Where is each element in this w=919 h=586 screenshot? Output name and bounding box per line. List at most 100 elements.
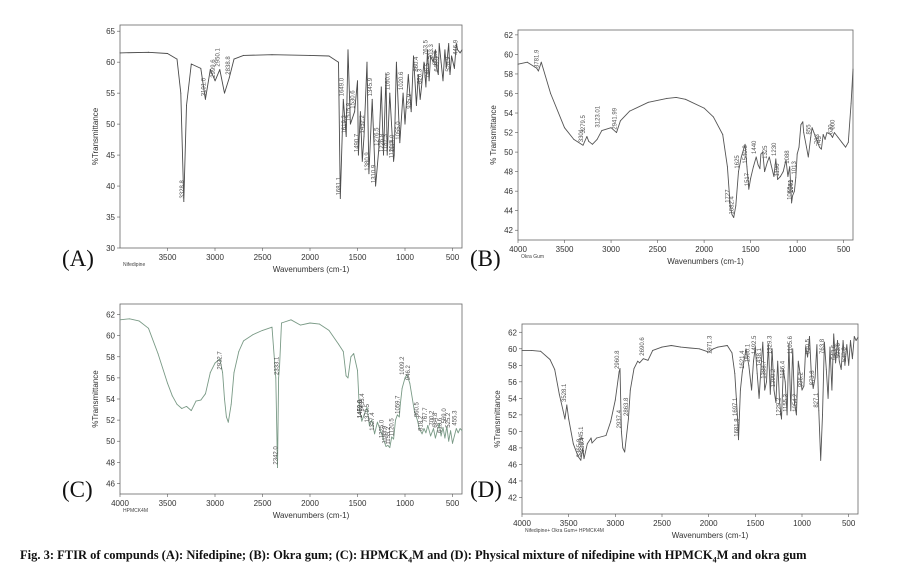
spectrum-point (459, 52, 461, 54)
spectrum-point (227, 421, 229, 423)
peak-label: 935.9 (407, 93, 413, 109)
spectrum-point (347, 49, 349, 51)
spectrum-point (591, 442, 593, 444)
spectrum-point (680, 346, 682, 348)
spectrum-point (350, 356, 352, 358)
y-tick-label: 52 (504, 129, 513, 138)
spectrum-point (812, 387, 814, 389)
spectrum-point (582, 144, 584, 146)
spectrum-point (338, 61, 339, 63)
spectrum-point (436, 67, 438, 69)
peak-label: 1560.1 (746, 343, 752, 362)
y-tick-label: 45 (106, 151, 115, 160)
spectrum-point (619, 120, 621, 122)
peak-label: 1225.0 (380, 419, 386, 438)
spectrum-point (814, 377, 816, 379)
peak-label: 2333.1 (274, 356, 280, 375)
peak-label: 2690.6 (640, 337, 646, 356)
x-tick-label: 3000 (602, 245, 620, 254)
spectrum-point (230, 403, 232, 405)
spectrum-point (788, 343, 790, 345)
panel-letter: (D) (470, 477, 502, 502)
spectrum-point (183, 201, 185, 202)
spectrum-point (209, 372, 211, 374)
peak-label: 3345.1 (579, 426, 585, 445)
peak-label: 2937.4 (617, 409, 623, 428)
spectrum-point (726, 166, 728, 168)
spectrum-point (451, 55, 452, 57)
spectrum-point (366, 406, 368, 408)
y-tick-label: 52 (508, 411, 517, 420)
spectrum-point (620, 430, 622, 432)
spectrum-point (792, 348, 794, 350)
spectrum-point (689, 347, 691, 349)
spectrum-point (762, 151, 764, 153)
spectrum-point (800, 124, 802, 126)
peak-label: 746.5 (425, 62, 431, 78)
peak-label: 1196 (775, 163, 781, 177)
y-tick-label: 50 (508, 427, 517, 436)
peak-label: 826.3 (418, 68, 424, 84)
peak-label: 1187.3 (383, 134, 389, 153)
y-tick-label: 50 (504, 148, 513, 157)
spectrum-point (410, 111, 412, 113)
x-tick-label: 3500 (556, 245, 574, 254)
peak-label: 530.6 (842, 347, 848, 363)
peak-label: 1681.1 (336, 176, 342, 195)
spectrum-point (363, 136, 365, 137)
spectrum-point (452, 442, 453, 444)
spectrum-point (759, 168, 761, 170)
spectrum-point (764, 171, 766, 173)
peak-label: 1230 (772, 142, 778, 156)
peak-label: 569.0 (442, 408, 448, 424)
peak-label: 1681.8 (734, 418, 740, 437)
spectrum-point (448, 440, 450, 442)
peak-label: 1013 (792, 161, 798, 175)
peak-label: 946.2 (406, 365, 412, 381)
x-tick-label: 1500 (349, 253, 367, 262)
spectrum-point (440, 61, 442, 63)
panel-letter: (C) (62, 477, 93, 502)
y-tick-label: 62 (508, 328, 517, 337)
spectrum-point (442, 80, 444, 82)
spectrum-point (444, 437, 446, 439)
spectrum-point (624, 451, 626, 453)
spectrum-point (703, 107, 705, 109)
x-axis-label: Wavenumbers (cm-1) (273, 511, 350, 520)
peak-label: 1625 (735, 155, 741, 169)
spectrum-point (820, 148, 822, 150)
peak-label: 3336.4 (580, 437, 586, 456)
spectrum-point (448, 43, 450, 45)
spectrum-point (414, 411, 415, 413)
spectrum-point (290, 319, 292, 321)
peak-label: 665.6 (433, 50, 439, 66)
spectrum-point (374, 433, 376, 435)
spectrum-point (786, 414, 788, 416)
spectrum-point (822, 134, 824, 135)
spectrum-point (573, 138, 575, 140)
spectrum-point (760, 368, 762, 370)
spectrum-point (119, 52, 121, 54)
y-tick-label: 35 (106, 213, 115, 222)
spectrum-point (830, 134, 832, 135)
sample-name: Nifedipine+ Okra Gum+ HPMCK4M (525, 528, 604, 534)
spectrum-point (807, 356, 809, 358)
peak-label: 1193.9 (383, 425, 389, 444)
peak-label: 593.6 (836, 342, 842, 358)
spectrum-point (789, 166, 791, 168)
y-axis-label: %Transmittance (493, 390, 502, 448)
spectrum-point (712, 348, 714, 350)
spectrum-point (739, 389, 741, 391)
spectrum-point (389, 92, 391, 94)
spectrum-point (803, 132, 805, 134)
y-tick-label: 44 (504, 207, 513, 216)
y-tick-label: 52 (106, 416, 115, 425)
peak-label: 2863.8 (624, 397, 630, 416)
spectrum-point (278, 377, 280, 379)
spectrum-point (347, 377, 349, 379)
spectrum-point (661, 346, 663, 348)
spectrum-point (319, 323, 320, 325)
spectrum-point (750, 178, 752, 179)
spectrum-point (349, 123, 351, 125)
spectrum-point (777, 360, 779, 362)
